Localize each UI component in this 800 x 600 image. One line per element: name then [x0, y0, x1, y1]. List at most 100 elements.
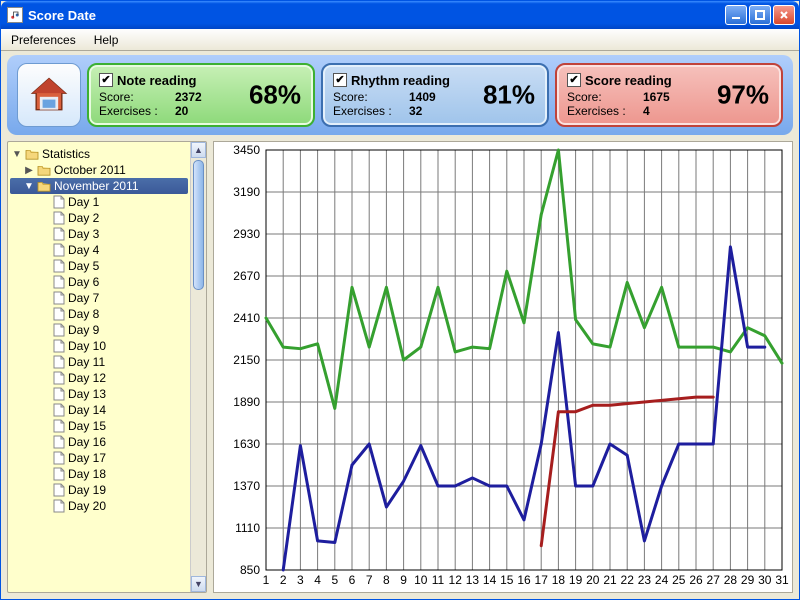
tree-label: Day 10	[68, 339, 106, 353]
tree-item[interactable]: Day 9	[10, 322, 188, 338]
tree-item[interactable]: Day 11	[10, 354, 188, 370]
rhythm-ex-value: 32	[409, 104, 449, 118]
svg-text:31: 31	[775, 573, 789, 587]
chart-area: 8501110137016301890215024102670293031903…	[213, 141, 793, 593]
svg-text:27: 27	[707, 573, 721, 587]
tree-item[interactable]: Day 3	[10, 226, 188, 242]
rhythm-score-label: Score:	[333, 90, 403, 104]
tree-item[interactable]: Day 12	[10, 370, 188, 386]
titlebar: Score Date	[1, 1, 799, 29]
rhythm-checkbox[interactable]: ✔	[333, 73, 347, 87]
scroll-thumb[interactable]	[193, 160, 204, 290]
note-title: Note reading	[117, 73, 196, 88]
tree-item[interactable]: Day 20	[10, 498, 188, 514]
tree-label: Day 18	[68, 467, 106, 481]
home-icon	[27, 73, 71, 117]
svg-text:2930: 2930	[233, 227, 260, 241]
svg-text:7: 7	[366, 573, 373, 587]
scroll-down-button[interactable]: ▼	[191, 576, 206, 592]
tree-label: Day 6	[68, 275, 99, 289]
score-reading-card[interactable]: ✔Score reading Score:1675 Exercises :4 9…	[555, 63, 783, 127]
line-chart: 8501110137016301890215024102670293031903…	[214, 142, 792, 592]
svg-text:1: 1	[263, 573, 270, 587]
home-button[interactable]	[17, 63, 81, 127]
minimize-button[interactable]	[725, 5, 747, 25]
tree-item[interactable]: Day 18	[10, 466, 188, 482]
svg-text:6: 6	[349, 573, 356, 587]
tree-label: Day 2	[68, 211, 99, 225]
tree: ▼Statistics▶October 2011▼November 2011Da…	[8, 142, 190, 592]
svg-text:15: 15	[500, 573, 514, 587]
tree-item[interactable]: Day 2	[10, 210, 188, 226]
tree-label: November 2011	[54, 179, 139, 193]
score-ex-label: Exercises :	[567, 104, 637, 118]
summary-panel: ✔Note reading Score:2372 Exercises :20 6…	[7, 55, 793, 135]
note-score-label: Score:	[99, 90, 169, 104]
score-title: Score reading	[585, 73, 672, 88]
scroll-up-button[interactable]: ▲	[191, 142, 206, 158]
svg-text:14: 14	[483, 573, 497, 587]
tree-item[interactable]: Day 19	[10, 482, 188, 498]
tree-item[interactable]: Day 8	[10, 306, 188, 322]
menu-preferences[interactable]: Preferences	[7, 31, 80, 49]
svg-text:26: 26	[689, 573, 703, 587]
note-ex-value: 20	[175, 104, 215, 118]
tree-item[interactable]: Day 13	[10, 386, 188, 402]
score-score-value: 1675	[643, 90, 683, 104]
score-checkbox[interactable]: ✔	[567, 73, 581, 87]
tree-item-selected[interactable]: ▼November 2011	[10, 178, 188, 194]
tree-label: Day 12	[68, 371, 106, 385]
tree-item[interactable]: ▶October 2011	[10, 162, 188, 178]
close-button[interactable]	[773, 5, 795, 25]
svg-text:850: 850	[240, 563, 260, 577]
svg-text:24: 24	[655, 573, 669, 587]
tree-item[interactable]: Day 4	[10, 242, 188, 258]
rhythm-score-value: 1409	[409, 90, 449, 104]
scrollbar[interactable]: ▲ ▼	[190, 142, 206, 592]
tree-item[interactable]: Day 10	[10, 338, 188, 354]
tree-item[interactable]: ▼Statistics	[10, 146, 188, 162]
tree-sidebar: ▼Statistics▶October 2011▼November 2011Da…	[7, 141, 207, 593]
svg-text:1370: 1370	[233, 479, 260, 493]
tree-label: Day 8	[68, 307, 99, 321]
tree-label: Day 20	[68, 499, 106, 513]
app-icon	[7, 7, 23, 23]
svg-text:3450: 3450	[233, 143, 260, 157]
svg-text:1630: 1630	[233, 437, 260, 451]
tree-label: Day 13	[68, 387, 106, 401]
svg-text:2670: 2670	[233, 269, 260, 283]
tree-item[interactable]: Day 7	[10, 290, 188, 306]
tree-item[interactable]: Day 17	[10, 450, 188, 466]
svg-text:5: 5	[331, 573, 338, 587]
tree-item[interactable]: Day 1	[10, 194, 188, 210]
tree-item[interactable]: Day 15	[10, 418, 188, 434]
svg-text:23: 23	[638, 573, 652, 587]
tree-item[interactable]: Day 5	[10, 258, 188, 274]
tree-item[interactable]: Day 6	[10, 274, 188, 290]
menu-help[interactable]: Help	[90, 31, 123, 49]
note-checkbox[interactable]: ✔	[99, 73, 113, 87]
svg-text:3190: 3190	[233, 185, 260, 199]
svg-text:13: 13	[466, 573, 480, 587]
tree-item[interactable]: Day 14	[10, 402, 188, 418]
svg-text:4: 4	[314, 573, 321, 587]
tree-label: Day 7	[68, 291, 99, 305]
tree-label: Day 15	[68, 419, 106, 433]
rhythm-reading-card[interactable]: ✔ Rhythm reading Score: 1409 Exercises : 32…	[321, 63, 549, 127]
note-ex-label: Exercises :	[99, 104, 169, 118]
svg-text:21: 21	[603, 573, 617, 587]
svg-text:9: 9	[400, 573, 407, 587]
rhythm-ex-label: Exercises :	[333, 104, 403, 118]
tree-label: Day 11	[68, 355, 105, 369]
rhythm-title: Rhythm reading	[351, 73, 450, 88]
svg-text:8: 8	[383, 573, 390, 587]
note-reading-card[interactable]: ✔Note reading Score:2372 Exercises :20 6…	[87, 63, 315, 127]
svg-text:16: 16	[517, 573, 531, 587]
svg-text:10: 10	[414, 573, 428, 587]
svg-text:11: 11	[432, 573, 445, 587]
tree-item[interactable]: Day 16	[10, 434, 188, 450]
tree-label: Day 1	[68, 195, 99, 209]
maximize-button[interactable]	[749, 5, 771, 25]
svg-text:3: 3	[297, 573, 304, 587]
app-window: Score Date Preferences Help ✔ Note readin…	[0, 0, 800, 600]
